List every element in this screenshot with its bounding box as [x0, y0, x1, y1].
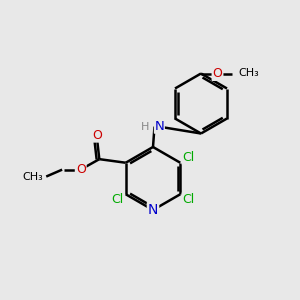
Text: N: N	[148, 203, 158, 217]
Text: Cl: Cl	[183, 151, 195, 164]
Text: H: H	[141, 122, 149, 132]
Text: N: N	[154, 120, 164, 133]
Text: CH₃: CH₃	[22, 172, 43, 182]
Text: CH₃: CH₃	[238, 68, 259, 79]
Text: Cl: Cl	[183, 193, 195, 206]
Text: Cl: Cl	[111, 193, 123, 206]
Text: O: O	[76, 163, 86, 176]
Text: O: O	[213, 67, 222, 80]
Text: O: O	[92, 129, 102, 142]
